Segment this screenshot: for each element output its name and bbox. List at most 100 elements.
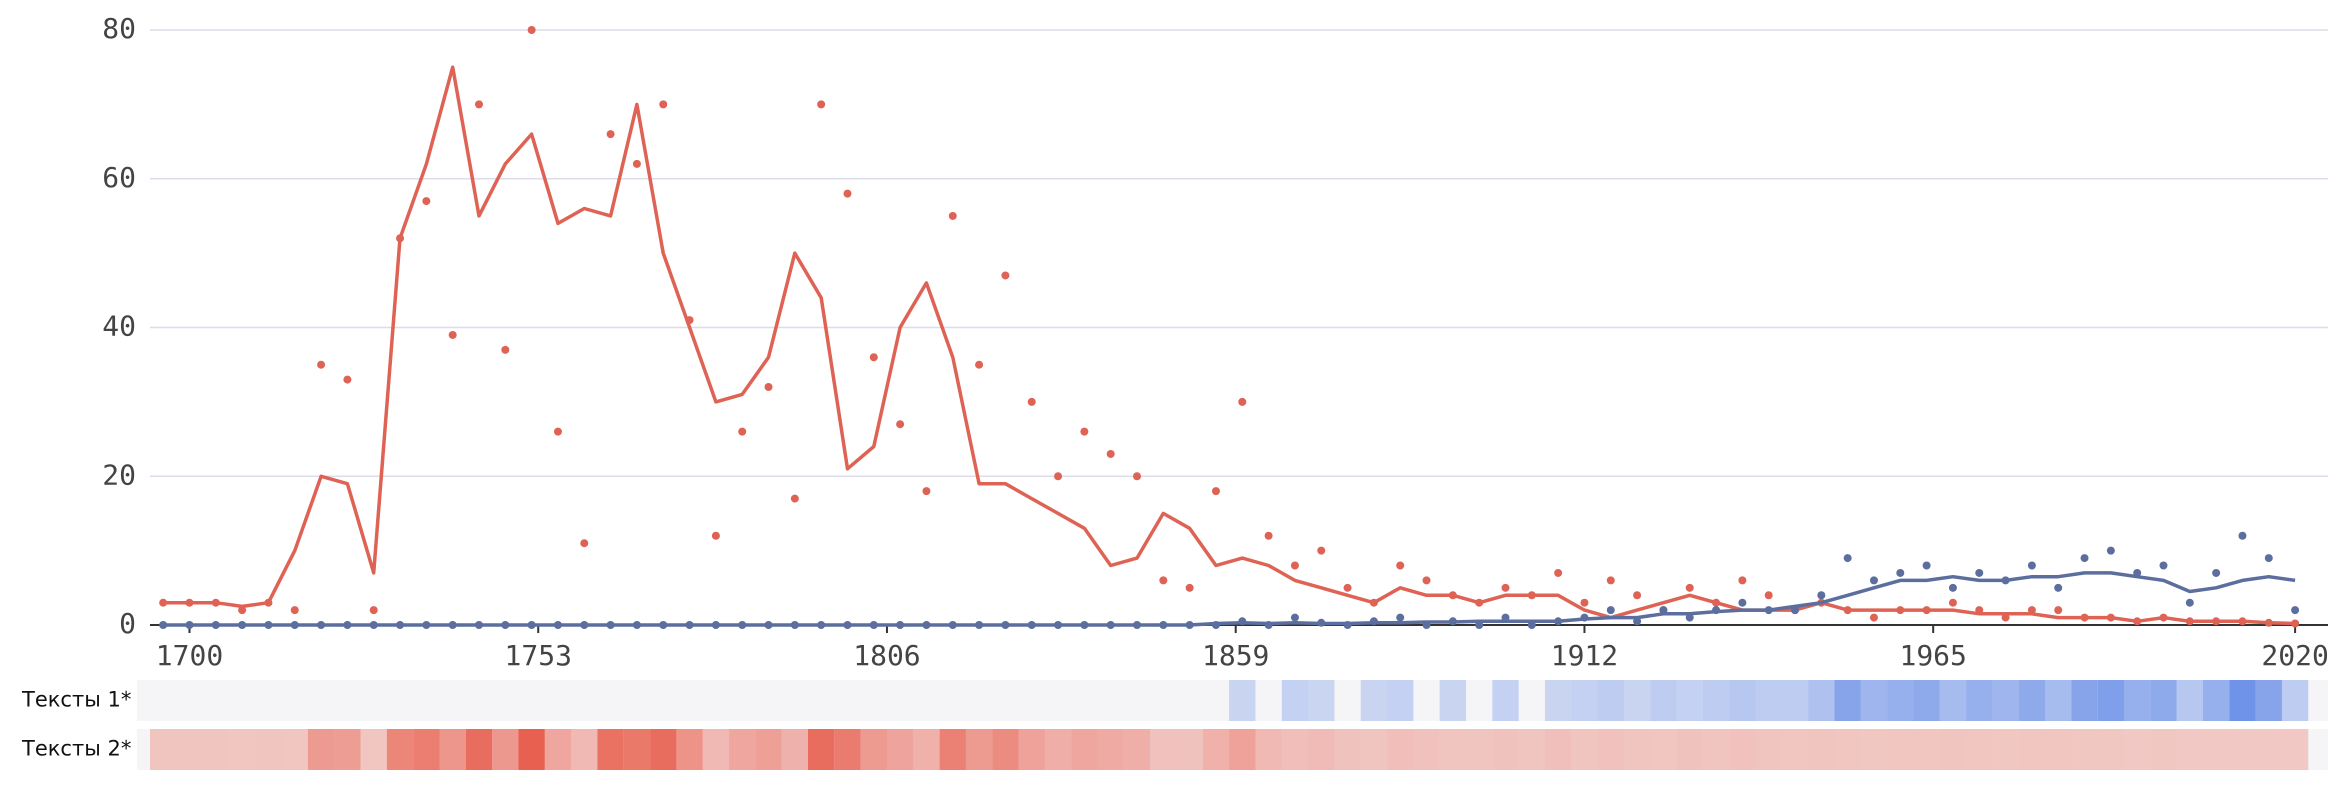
data-point xyxy=(211,598,220,607)
strip-cell xyxy=(1281,680,1309,721)
data-point xyxy=(1896,568,1905,577)
strip-cell xyxy=(965,729,993,770)
data-point xyxy=(2185,617,2194,626)
data-point xyxy=(1738,576,1747,585)
strip-cell xyxy=(1439,680,1467,721)
data-point xyxy=(922,487,931,496)
strip-cell xyxy=(1202,729,1230,770)
x-tick-label: 2020 xyxy=(2261,639,2328,672)
data-point xyxy=(1606,606,1615,615)
smoothed-line xyxy=(163,571,2296,627)
strip-cell xyxy=(2045,680,2072,721)
strip-cell xyxy=(1571,680,1598,721)
data-point xyxy=(290,621,299,629)
strip-cell xyxy=(2097,729,2125,770)
data-point xyxy=(553,621,562,629)
data-point xyxy=(1948,583,1957,592)
strip-cell xyxy=(2018,729,2046,770)
data-point xyxy=(1448,617,1457,626)
data-point xyxy=(317,360,326,369)
data-point xyxy=(1106,449,1115,458)
strip-cell xyxy=(860,729,887,770)
data-point xyxy=(211,621,220,629)
strip-cell xyxy=(571,729,598,770)
data-point xyxy=(1369,617,1378,626)
strip-cell xyxy=(1913,680,1940,721)
data-point xyxy=(2027,561,2036,570)
strip-cell xyxy=(1992,729,2019,770)
data-point xyxy=(896,420,905,429)
data-point xyxy=(2264,618,2273,627)
strip-cell xyxy=(1702,729,1730,770)
data-point xyxy=(738,621,747,629)
strip-cell xyxy=(1255,729,1282,770)
strip-cell xyxy=(992,729,1019,770)
data-point xyxy=(264,598,273,607)
data-point xyxy=(606,130,615,139)
data-point xyxy=(1633,617,1642,626)
strip-cell xyxy=(1018,729,1045,770)
data-point xyxy=(185,621,194,629)
strip-cell xyxy=(755,729,782,770)
data-point xyxy=(475,621,484,629)
strip-cell xyxy=(334,729,361,770)
data-point xyxy=(1501,583,1510,592)
strip-cell xyxy=(228,729,256,770)
data-point xyxy=(1764,591,1773,600)
data-point xyxy=(843,189,852,198)
strip-cell xyxy=(2255,680,2282,721)
strip-cell xyxy=(386,729,414,770)
data-point xyxy=(1159,621,1168,629)
data-point xyxy=(185,598,194,607)
strip-cell xyxy=(808,729,835,770)
data-point xyxy=(817,621,826,629)
data-point xyxy=(2185,598,2194,607)
x-tick-label: 1700 xyxy=(156,639,223,672)
strip-cell xyxy=(176,729,203,770)
strip-cell xyxy=(2124,729,2151,770)
y-tick-label: 80 xyxy=(102,12,136,45)
data-point xyxy=(1922,606,1931,615)
data-point xyxy=(2133,568,2142,577)
data-point xyxy=(1896,606,1905,615)
strip-cell xyxy=(1623,729,1651,770)
strip-cell xyxy=(623,729,651,770)
strip-cell xyxy=(1308,680,1335,721)
data-point xyxy=(1633,591,1642,600)
strip-cell xyxy=(1597,729,1624,770)
strip-cell xyxy=(1834,680,1861,721)
strip-cell xyxy=(676,729,703,770)
data-point xyxy=(1054,621,1063,629)
strip-cell xyxy=(2018,680,2046,721)
strip-cell xyxy=(1966,729,1993,770)
strip-cell xyxy=(1413,729,1440,770)
strip-cell xyxy=(1544,680,1572,721)
data-point xyxy=(1106,621,1115,629)
y-tick-label: 40 xyxy=(102,310,136,343)
data-point xyxy=(896,621,905,629)
data-point xyxy=(2027,606,2036,615)
data-point xyxy=(2291,606,2300,615)
data-point xyxy=(1185,583,1194,592)
data-point xyxy=(553,427,562,436)
strip-cell xyxy=(1729,680,1756,721)
data-point xyxy=(1448,591,1457,600)
strip-cell xyxy=(2071,680,2098,721)
strip-cell xyxy=(492,729,519,770)
data-point xyxy=(1843,554,1852,563)
data-point xyxy=(1501,613,1510,622)
data-point xyxy=(1317,546,1326,555)
data-point xyxy=(975,360,984,369)
strip-cell xyxy=(1387,729,1414,770)
data-point xyxy=(948,211,957,220)
data-point xyxy=(975,621,984,629)
strip-cell xyxy=(939,729,966,770)
data-point xyxy=(1185,621,1194,629)
data-point xyxy=(527,26,536,34)
strip-cell xyxy=(1176,729,1203,770)
strip-cell xyxy=(1334,729,1361,770)
strip-cell xyxy=(1466,729,1493,770)
strip-cell xyxy=(1755,680,1782,721)
data-point xyxy=(1133,621,1142,629)
data-point xyxy=(869,621,878,629)
